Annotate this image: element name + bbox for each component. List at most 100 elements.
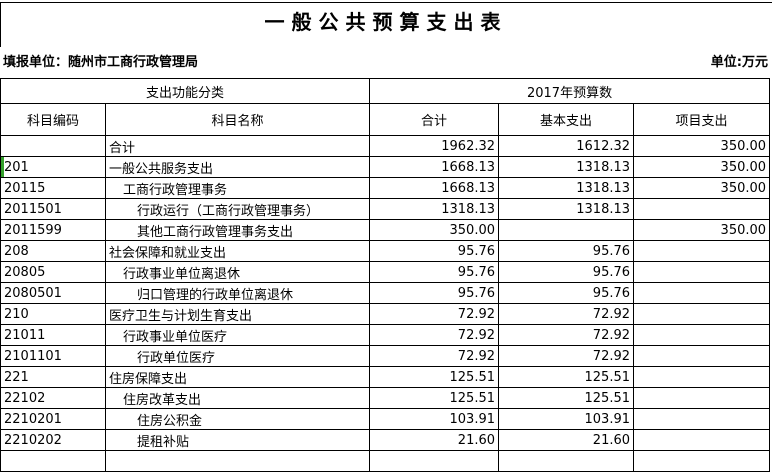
basic-cell: 95.76 — [498, 261, 635, 283]
total-cell: 95.76 — [369, 261, 500, 283]
name-cell: 行政单位医疗 — [104, 345, 371, 367]
table-row: 2080501 归口管理的行政单位离退休 95.76 95.76 — [0, 282, 771, 304]
name-cell: 住房改革支出 — [104, 387, 371, 409]
name-cell — [104, 450, 371, 472]
basic-cell: 72.92 — [498, 324, 635, 346]
code-cell: 221 — [0, 366, 106, 388]
name-cell: 行政事业单位医疗 — [104, 324, 371, 346]
code-cell — [0, 135, 106, 157]
basic-cell: 103.91 — [498, 408, 635, 430]
project-cell: 350.00 — [633, 156, 771, 178]
total-cell: 1318.13 — [369, 198, 500, 220]
project-cell — [633, 408, 771, 430]
title-left-border — [0, 2, 1, 47]
code-cell: 21011 — [0, 324, 106, 346]
total-cell: 72.92 — [369, 303, 500, 325]
name-cell: 其他工商行政管理事务支出 — [104, 219, 371, 241]
table-column-header-row: 科目编码 科目名称 合计 基本支出 项目支出 — [0, 103, 771, 136]
table-group-header-row: 支出功能分类 2017年预算数 — [0, 78, 771, 104]
name-cell: 住房公积金 — [104, 408, 371, 430]
name-cell: 行政运行（工商行政管理事务） — [104, 198, 371, 220]
total-cell: 1668.13 — [369, 156, 500, 178]
table-row: 合计 1962.32 1612.32 350.00 — [0, 135, 771, 157]
total-cell: 350.00 — [369, 219, 500, 241]
table-row: 2210202 提租补贴 21.60 21.60 — [0, 429, 771, 451]
table-row: 2210201 住房公积金 103.91 103.91 — [0, 408, 771, 430]
project-cell — [633, 366, 771, 388]
code-cell: 2011599 — [0, 219, 106, 241]
table-row: 20805 行政事业单位离退休 95.76 95.76 — [0, 261, 771, 283]
report-info-row: 填报单位：随州市工商行政管理局 单位:万元 — [3, 51, 768, 70]
name-cell: 住房保障支出 — [104, 366, 371, 388]
project-cell: 350.00 — [633, 219, 771, 241]
name-cell: 医疗卫生与计划生育支出 — [104, 303, 371, 325]
header-function-classification: 支出功能分类 — [0, 78, 371, 104]
code-cell: 2210202 — [0, 429, 106, 451]
unit-label: 单位:万元 — [710, 55, 768, 70]
basic-cell: 1318.13 — [498, 198, 635, 220]
table-row: 21011 行政事业单位医疗 72.92 72.92 — [0, 324, 771, 346]
table-row: 22102 住房改革支出 125.51 125.51 — [0, 387, 771, 409]
project-cell — [633, 387, 771, 409]
name-cell: 合计 — [104, 135, 371, 157]
table-row: 210 医疗卫生与计划生育支出 72.92 72.92 — [0, 303, 771, 325]
basic-cell — [498, 219, 635, 241]
total-cell: 95.76 — [369, 240, 500, 262]
code-cell — [0, 450, 106, 472]
basic-cell: 1318.13 — [498, 177, 635, 199]
budget-table: 支出功能分类 2017年预算数 科目编码 科目名称 合计 基本支出 项目支出 合… — [0, 78, 771, 472]
top-border-rule — [0, 2, 772, 3]
project-cell — [633, 345, 771, 367]
basic-cell: 1318.13 — [498, 156, 635, 178]
total-cell: 95.76 — [369, 282, 500, 304]
project-cell — [633, 282, 771, 304]
col-header-subject-name: 科目名称 — [104, 103, 371, 136]
col-header-project-expenditure: 项目支出 — [633, 103, 771, 136]
col-header-basic-expenditure: 基本支出 — [498, 103, 635, 136]
project-cell — [633, 198, 771, 220]
project-cell — [633, 450, 771, 472]
table-row: 208 社会保障和就业支出 95.76 95.76 — [0, 240, 771, 262]
code-cell: 20805 — [0, 261, 106, 283]
code-cell: 2210201 — [0, 408, 106, 430]
code-cell: 2011501 — [0, 198, 106, 220]
col-header-total: 合计 — [369, 103, 500, 136]
name-cell: 社会保障和就业支出 — [104, 240, 371, 262]
project-cell: 350.00 — [633, 135, 771, 157]
name-cell: 工商行政管理事务 — [104, 177, 371, 199]
project-cell: 350.00 — [633, 177, 771, 199]
total-cell: 72.92 — [369, 324, 500, 346]
basic-cell: 125.51 — [498, 387, 635, 409]
code-cell: 201 — [0, 156, 106, 178]
project-cell — [633, 429, 771, 451]
basic-cell: 125.51 — [498, 366, 635, 388]
total-cell: 125.51 — [369, 366, 500, 388]
basic-cell — [498, 450, 635, 472]
project-cell — [633, 240, 771, 262]
clipped-empty-row — [0, 450, 771, 472]
code-cell: 22102 — [0, 387, 106, 409]
name-cell: 提租补贴 — [104, 429, 371, 451]
code-cell: 20115 — [0, 177, 106, 199]
table-row: 2101101 行政单位医疗 72.92 72.92 — [0, 345, 771, 367]
total-cell: 72.92 — [369, 345, 500, 367]
header-budget-year: 2017年预算数 — [369, 78, 771, 104]
code-cell: 210 — [0, 303, 106, 325]
total-cell: 125.51 — [369, 387, 500, 409]
page-title: 一般公共预算支出表 — [264, 10, 508, 34]
code-cell: 2080501 — [0, 282, 106, 304]
table-row: 2011599 其他工商行政管理事务支出 350.00 350.00 — [0, 219, 771, 241]
total-cell: 1962.32 — [369, 135, 500, 157]
total-cell — [369, 450, 500, 472]
name-cell: 行政事业单位离退休 — [104, 261, 371, 283]
table-row: 20115 工商行政管理事务 1668.13 1318.13 350.00 — [0, 177, 771, 199]
total-cell: 21.60 — [369, 429, 500, 451]
total-cell: 1668.13 — [369, 177, 500, 199]
budget-table-body: 合计 1962.32 1612.32 350.00 201 一般公共服务支出 1… — [0, 135, 771, 472]
total-cell: 103.91 — [369, 408, 500, 430]
project-cell — [633, 261, 771, 283]
basic-cell: 1612.32 — [498, 135, 635, 157]
project-cell — [633, 324, 771, 346]
basic-cell: 21.60 — [498, 429, 635, 451]
